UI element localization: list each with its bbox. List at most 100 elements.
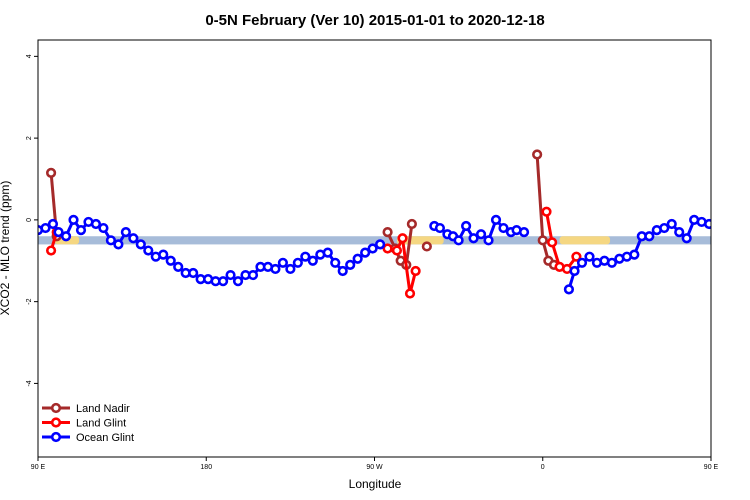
data-point xyxy=(135,239,146,250)
data-point xyxy=(404,288,416,299)
data-point xyxy=(468,233,479,244)
data-point xyxy=(173,261,184,272)
data-point xyxy=(165,255,176,266)
y-tick-label: 0 xyxy=(26,218,33,222)
x-tick-label: 90 E xyxy=(31,464,46,471)
data-point xyxy=(518,227,530,238)
data-point xyxy=(741,232,749,240)
data-point xyxy=(270,263,281,275)
data-point xyxy=(681,233,692,244)
data-point xyxy=(120,227,131,238)
data-point xyxy=(53,227,64,238)
data-point xyxy=(406,218,417,230)
x-tick-label: 90 W xyxy=(366,464,383,471)
data-point xyxy=(45,167,57,178)
series-line xyxy=(739,236,745,250)
data-point xyxy=(674,227,685,238)
data-point xyxy=(360,247,371,258)
legend-item: Land Glint xyxy=(42,417,126,430)
mlo-band xyxy=(38,236,711,245)
data-point xyxy=(60,231,72,242)
data-point xyxy=(434,222,446,234)
data-point xyxy=(40,222,51,234)
data-point xyxy=(367,243,378,254)
data-point xyxy=(475,229,487,240)
y-tick-label: -2 xyxy=(26,298,33,304)
data-point xyxy=(659,222,670,234)
data-point xyxy=(735,169,743,177)
axes-layer: 90 E 180 90 W 0 90 E -4 -2 0 2 4 xyxy=(26,54,719,471)
series-layer xyxy=(38,149,750,299)
data-point xyxy=(410,265,421,277)
data-point xyxy=(337,265,348,277)
x-tick-label: 90 E xyxy=(704,464,719,471)
data-point xyxy=(307,255,318,266)
data-point xyxy=(713,218,721,226)
data-point xyxy=(743,228,750,236)
data-point xyxy=(453,235,464,246)
data-point xyxy=(720,224,728,232)
data-point xyxy=(498,222,509,234)
y-axis-label: XCO2 - MLO trend (ppm) xyxy=(0,181,12,316)
legend-marker xyxy=(50,402,62,414)
legend: Land Nadir Land Glint Ocean Glint xyxy=(42,402,134,444)
data-point xyxy=(158,249,169,260)
legend-label: Land Nadir xyxy=(76,403,130,415)
data-point xyxy=(532,149,543,160)
legend-marker xyxy=(50,431,62,443)
data-point xyxy=(541,206,552,217)
data-point xyxy=(735,247,743,255)
data-point xyxy=(90,218,102,230)
data-point xyxy=(644,231,655,242)
data-point xyxy=(397,233,408,244)
data-point xyxy=(606,257,618,268)
x-axis-label: Longitude xyxy=(349,477,402,491)
data-point xyxy=(735,241,743,249)
data-point xyxy=(330,257,341,268)
data-point xyxy=(375,239,386,250)
legend-marker xyxy=(50,417,62,428)
data-point xyxy=(105,235,117,246)
legend-label: Ocean Glint xyxy=(76,432,134,444)
data-point xyxy=(421,241,432,252)
data-point xyxy=(382,243,393,254)
data-point xyxy=(576,257,588,268)
series-ocean-glint xyxy=(38,214,750,295)
data-point xyxy=(569,265,580,277)
y-tick-label: 2 xyxy=(26,136,33,140)
legend-label: Land Glint xyxy=(76,418,126,430)
data-point xyxy=(584,251,595,262)
data-point xyxy=(128,233,139,244)
data-point xyxy=(113,239,124,250)
data-point xyxy=(563,284,575,295)
data-point xyxy=(285,263,296,275)
data-point xyxy=(490,214,502,225)
data-point xyxy=(232,276,244,287)
data-point xyxy=(739,232,747,240)
data-point xyxy=(571,251,582,262)
land-shading-2 xyxy=(559,236,611,245)
data-point xyxy=(277,257,288,268)
data-point xyxy=(391,245,403,256)
data-point xyxy=(345,259,356,270)
data-point xyxy=(546,237,558,248)
legend-item: Ocean Glint xyxy=(42,431,134,444)
series-line xyxy=(739,173,743,236)
data-point xyxy=(47,218,59,230)
data-point xyxy=(75,225,87,236)
data-point xyxy=(461,220,472,232)
y-tick-label: -4 xyxy=(26,380,33,386)
data-point xyxy=(217,276,229,287)
data-point xyxy=(322,247,333,258)
data-point xyxy=(225,269,236,281)
x-tick-label: 0 xyxy=(541,464,545,471)
data-point xyxy=(537,235,548,246)
data-point xyxy=(352,253,363,264)
data-point xyxy=(98,222,109,234)
data-point xyxy=(483,235,494,246)
data-point xyxy=(382,227,393,238)
chart-title: 0-5N February (Ver 10) 2015-01-01 to 202… xyxy=(205,12,544,29)
data-point xyxy=(188,267,199,279)
data-point xyxy=(45,245,57,256)
